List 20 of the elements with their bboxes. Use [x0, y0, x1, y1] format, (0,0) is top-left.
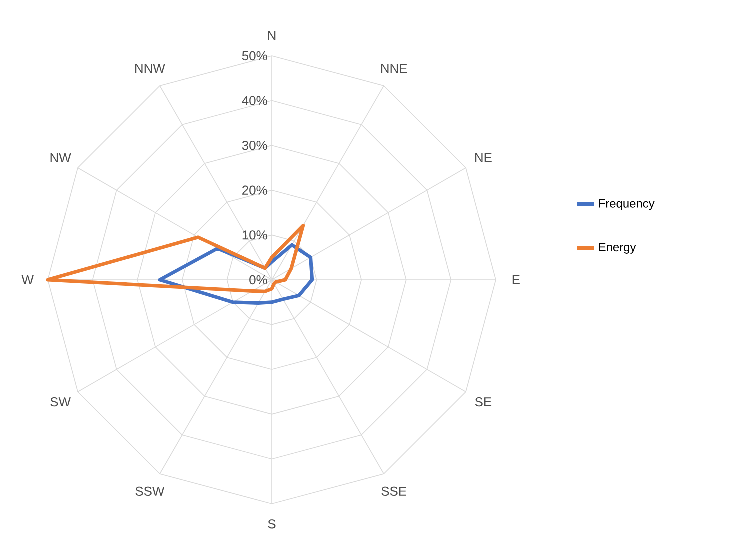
- y-tick-label: 0%: [250, 275, 268, 285]
- spoke-label: NE: [476, 153, 492, 162]
- y-tick-label: 50%: [242, 51, 268, 61]
- spoke-label: NNE: [381, 64, 408, 73]
- spoke-label: SSW: [136, 486, 165, 496]
- y-tick-label: 30%: [242, 141, 268, 150]
- y-tick-label: 40%: [242, 96, 268, 106]
- spoke-label: SW: [50, 397, 71, 407]
- spoke-label: NW: [50, 153, 72, 162]
- spoke-label: SE: [475, 397, 492, 407]
- spoke-label: W: [22, 276, 34, 284]
- spoke-label: NNW: [136, 64, 166, 73]
- spoke-label: S: [268, 520, 276, 529]
- y-tick-label: 10%: [242, 230, 268, 240]
- legend-label: Energy: [599, 243, 636, 254]
- y-tick-label: 20%: [242, 186, 268, 195]
- spoke-label: E: [512, 276, 520, 284]
- spoke-label: N: [268, 31, 276, 40]
- legend-label: Frequency: [599, 200, 655, 210]
- spoke-label: SSE: [382, 486, 406, 496]
